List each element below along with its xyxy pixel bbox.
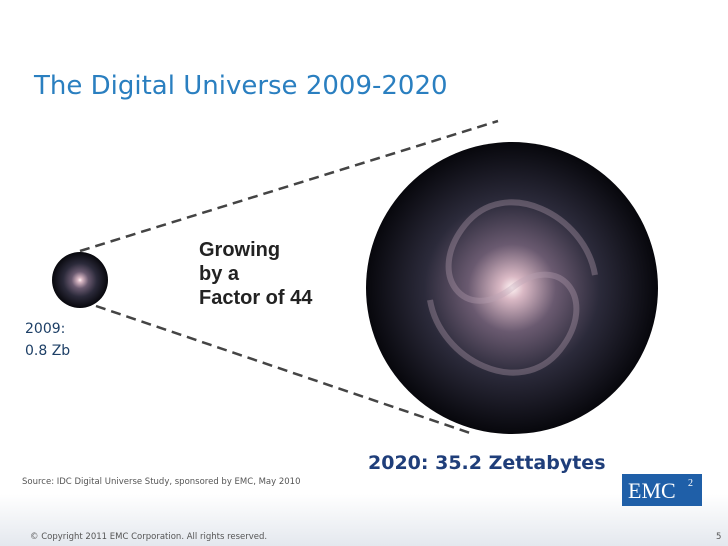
small-galaxy bbox=[52, 252, 108, 308]
large-label: 2020: 35.2 Zettabytes bbox=[368, 452, 606, 474]
large-galaxy bbox=[366, 142, 658, 434]
dashed-line bbox=[79, 119, 499, 253]
callout-line: by a bbox=[199, 263, 240, 285]
title: The Digital Universe 2009-2020 bbox=[33, 71, 448, 101]
logo-superscript: 2 bbox=[688, 478, 693, 489]
logo-text: EMC bbox=[628, 478, 676, 503]
dashed-line bbox=[95, 304, 471, 435]
label-line: 2009: bbox=[25, 321, 65, 337]
callout-line: Factor of 44 bbox=[199, 287, 313, 309]
callout-line: Growing bbox=[199, 239, 280, 261]
page-number: 5 bbox=[716, 532, 721, 542]
label-line: 0.8 Zb bbox=[25, 343, 70, 359]
callout: Growing by a Factor of 44 bbox=[199, 239, 313, 309]
spiral-arms bbox=[427, 199, 598, 376]
footer-band bbox=[0, 494, 728, 546]
copyright: © Copyright 2011 EMC Corporation. All ri… bbox=[30, 532, 267, 542]
small-label: 2009: 0.8 Zb bbox=[25, 321, 70, 359]
logo-box bbox=[622, 474, 702, 506]
source: Source: IDC Digital Universe Study, spon… bbox=[22, 477, 301, 487]
